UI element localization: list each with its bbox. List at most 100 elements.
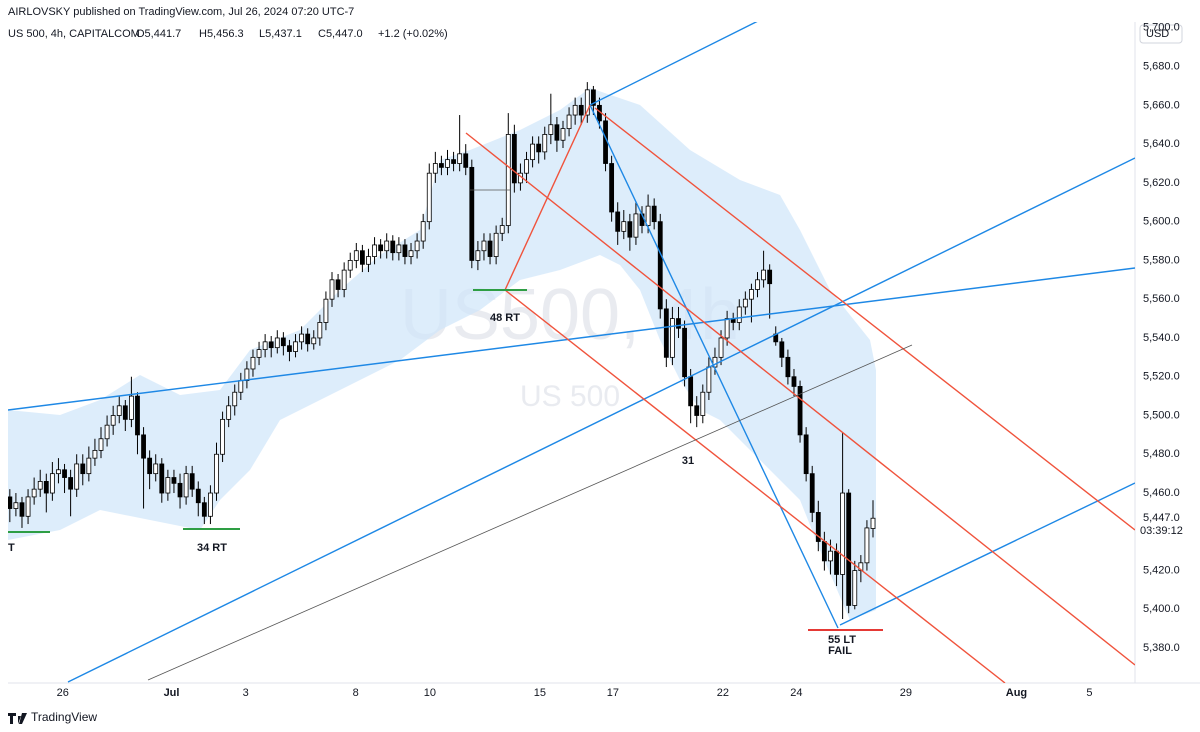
x-tick-label: 17 (607, 687, 619, 699)
candle-body (171, 477, 177, 484)
y-tick-label: 5,660.0 (1143, 99, 1180, 111)
candle-body (536, 143, 542, 153)
candle-body (663, 308, 669, 358)
candle-body (676, 318, 681, 329)
legend-change: +1.2 (+0.02%) (378, 28, 448, 40)
candle-body (238, 380, 244, 393)
channel-line[interactable] (504, 289, 1006, 683)
trendline[interactable] (839, 482, 1135, 626)
currency-box[interactable] (1139, 24, 1183, 44)
candle-body (852, 570, 858, 606)
candle-body (572, 104, 578, 116)
candle-body (682, 327, 687, 378)
ohlc-legend: O5,441.7 H5,456.3 L5,437.1 C5,447.0 +1.2… (136, 28, 448, 40)
y-tick-label: 5,480.0 (1143, 448, 1180, 460)
candle-body (384, 240, 390, 252)
candle-body (250, 356, 256, 370)
channel-line[interactable] (465, 132, 1135, 666)
annotation: FAIL (828, 645, 852, 657)
candle-body (621, 221, 627, 232)
candle-body (439, 163, 444, 168)
candle-body (700, 391, 706, 416)
footer: TradingView (8, 710, 97, 724)
trendline[interactable] (67, 157, 1135, 683)
trendline[interactable] (589, 104, 839, 629)
legend-low: L5,437.1 (259, 28, 302, 40)
candle-body (378, 244, 384, 252)
candle-body (797, 386, 803, 436)
candle-body (147, 457, 153, 475)
x-tick-label: 5 (1086, 687, 1092, 699)
annotation: 31 (682, 455, 694, 467)
candle-body (657, 221, 663, 310)
candle-body (761, 269, 766, 281)
y-tick-label: 5,600.0 (1143, 216, 1180, 228)
candle-body (8, 496, 13, 509)
candle-body (153, 463, 159, 475)
candle-body (135, 395, 140, 436)
y-tick-label: 5,500.0 (1143, 409, 1180, 421)
candle-body (821, 541, 827, 562)
legend-open: O5,441.7 (136, 28, 181, 40)
y-tick-label: 5,700.0 (1143, 22, 1180, 34)
candle-body (110, 415, 116, 426)
channel-line[interactable] (594, 107, 1135, 531)
y-tick-label: 5,560.0 (1143, 293, 1180, 305)
publisher-line: AIRLOVSKY published on TradingView.com, … (8, 6, 354, 18)
candle-body (834, 550, 839, 575)
candle-body (49, 473, 55, 494)
candle-body (256, 349, 262, 358)
candle-body (141, 434, 146, 459)
x-tick-label: 8 (353, 687, 359, 699)
y-tick-label: 5,620.0 (1143, 177, 1180, 189)
candle-body (19, 502, 25, 517)
candle-body (755, 279, 760, 290)
y-tick-label: 5,520.0 (1143, 371, 1180, 383)
watermark-sub: US 500 (520, 380, 620, 413)
candle-body (104, 424, 110, 440)
candle-body (183, 473, 189, 498)
candle-body (122, 405, 128, 420)
candle-body (353, 250, 359, 261)
candle-body (341, 269, 347, 290)
candle-body (396, 244, 402, 254)
candle-body (469, 166, 475, 261)
y-tick-label: 5,460.0 (1143, 487, 1180, 499)
candle-body (688, 376, 694, 407)
candle-body (578, 104, 584, 116)
candle-body (828, 550, 833, 562)
candle-body (633, 213, 639, 238)
candle-body (98, 438, 104, 451)
candle-body (366, 256, 371, 265)
candle-body (445, 159, 450, 168)
candle-body (706, 366, 712, 393)
trendline[interactable] (589, 20, 760, 106)
candle-body (359, 250, 365, 265)
candle-body (493, 232, 499, 257)
candle-body (487, 240, 493, 257)
candle-body (201, 502, 207, 517)
candle-body (335, 279, 341, 290)
candle-body (560, 128, 566, 141)
candle-body (165, 477, 171, 494)
y-tick-label: 5,420.0 (1143, 564, 1180, 576)
trendline[interactable] (8, 267, 1135, 411)
y-tick-label: 5,580.0 (1143, 254, 1180, 266)
annotation: T (8, 542, 15, 554)
candle-body (584, 89, 590, 116)
candle-body (432, 163, 438, 174)
candle-body (457, 153, 463, 164)
candle-body (280, 337, 286, 347)
candle-body (86, 457, 92, 475)
trendline[interactable] (147, 344, 913, 681)
x-tick-label: 15 (534, 687, 546, 699)
candle-body (481, 240, 487, 252)
candle-body (329, 279, 335, 300)
candle-body (724, 318, 730, 339)
candle-body (742, 298, 748, 308)
candle-body (62, 469, 67, 478)
logo (8, 713, 27, 724)
annotation: 55 LT (828, 634, 856, 646)
last-price-label: 5,447.0 (1143, 512, 1180, 524)
